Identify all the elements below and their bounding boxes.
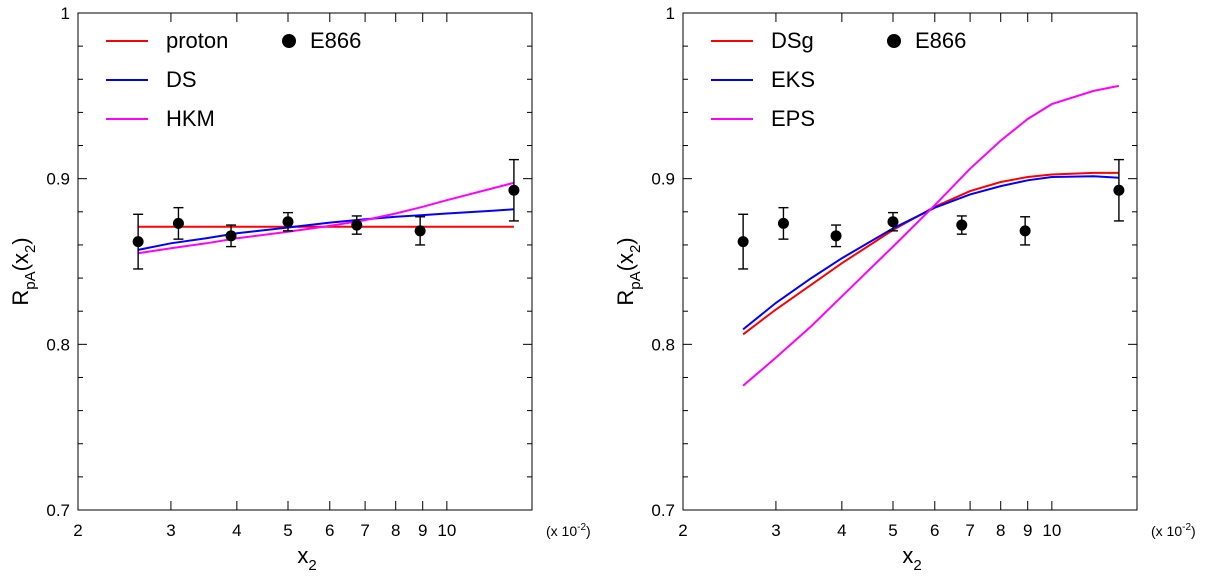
data-point (225, 224, 237, 248)
y-tick-label: 0.9 (46, 170, 70, 189)
legend-marker-e866 (887, 34, 901, 48)
data-point (282, 211, 294, 232)
data-marker (508, 184, 520, 196)
data-point (1019, 216, 1031, 246)
legend-label-eps: EPS (771, 106, 815, 131)
x-tick-label: 2 (73, 521, 82, 540)
x-tick-label: 6 (930, 521, 939, 540)
x-tick-label: 6 (325, 521, 334, 540)
x-tick-label: 3 (771, 521, 780, 540)
x-tick-label: 9 (418, 521, 427, 540)
y-tick-label: 0.7 (46, 501, 70, 520)
x-tick-label: 7 (965, 521, 974, 540)
y-tick-label: 1 (666, 4, 675, 23)
data-point (887, 211, 899, 232)
chart-panel-1: 0.7 0.8 0.9 1 2 3 4 5 6 7 8 9 10 (x 10-2) x2 RpA(x2) pro… (8, 4, 591, 574)
x-axis-label: x2 (902, 543, 921, 574)
legend-label-eks: EKS (771, 67, 815, 92)
x-axis-label: x2 (297, 543, 316, 574)
data-point (737, 213, 749, 270)
series-line-hkm (137, 181, 515, 255)
legend-label-ds: DS (166, 67, 197, 92)
y-tick-label: 0.9 (651, 170, 675, 189)
x-tick-label: 4 (232, 521, 241, 540)
data-marker (737, 236, 749, 248)
data-marker (414, 225, 426, 237)
data-point (1113, 158, 1125, 222)
data-point (777, 206, 789, 240)
legend-marker-e866 (282, 34, 296, 48)
data-marker (956, 219, 968, 231)
x-axis-multiplier: (x 10-2) (546, 522, 591, 539)
y-tick-label: 0.7 (651, 501, 675, 520)
x-tick-label: 8 (996, 521, 1005, 540)
x-tick-label: 10 (437, 521, 456, 540)
plot-frame (682, 12, 1138, 511)
data-marker (172, 217, 184, 229)
data-point (132, 213, 144, 270)
data-marker (830, 230, 842, 242)
x-tick-label: 7 (360, 521, 369, 540)
series-line-dsg (742, 171, 1119, 336)
y-axis-label: RpA(x2) (613, 237, 644, 305)
legend-label-dsg: DSg (771, 28, 814, 53)
series-line-eks (742, 175, 1119, 331)
y-tick-label: 0.8 (651, 335, 675, 354)
y-tick-label: 0.8 (46, 335, 70, 354)
data-marker (777, 217, 789, 229)
data-marker (887, 216, 899, 228)
plot-frame (77, 12, 533, 511)
x-tick-label: 4 (837, 521, 846, 540)
x-tick-label: 5 (888, 521, 897, 540)
series-line-eps (742, 84, 1120, 387)
x-tick-label: 10 (1042, 521, 1061, 540)
y-tick-label: 1 (61, 4, 70, 23)
x-tick-label: 8 (391, 521, 400, 540)
legend-label-proton: proton (166, 28, 228, 53)
data-point (414, 216, 426, 246)
legend: proton DS HKM E866 (106, 28, 361, 131)
legend-label-hkm: HKM (166, 106, 215, 131)
x-axis-multiplier: (x 10-2) (1151, 522, 1196, 539)
x-tick-label: 3 (166, 521, 175, 540)
data-point (508, 158, 520, 222)
data-marker (225, 230, 237, 242)
x-tick-label: 5 (283, 521, 292, 540)
series-line-ds (137, 208, 514, 251)
data-marker (132, 236, 144, 248)
y-axis-label: RpA(x2) (8, 237, 39, 305)
legend-label-e866: E866 (915, 28, 966, 53)
data-point (830, 224, 842, 248)
chart-panel-2: 0.7 0.8 0.9 1 2 3 4 5 6 7 8 9 10 (x 10-2) x2 RpA(x2) DSg… (613, 4, 1196, 574)
legend-label-e866: E866 (310, 28, 361, 53)
data-point (351, 215, 363, 235)
legend: DSg EKS EPS E866 (711, 28, 966, 131)
data-marker (282, 216, 294, 228)
x-tick-label: 2 (678, 521, 687, 540)
data-point (956, 215, 968, 235)
data-marker (1113, 184, 1125, 196)
data-point (172, 206, 184, 240)
data-marker (351, 219, 363, 231)
x-tick-label: 9 (1023, 521, 1032, 540)
data-marker (1019, 225, 1031, 237)
